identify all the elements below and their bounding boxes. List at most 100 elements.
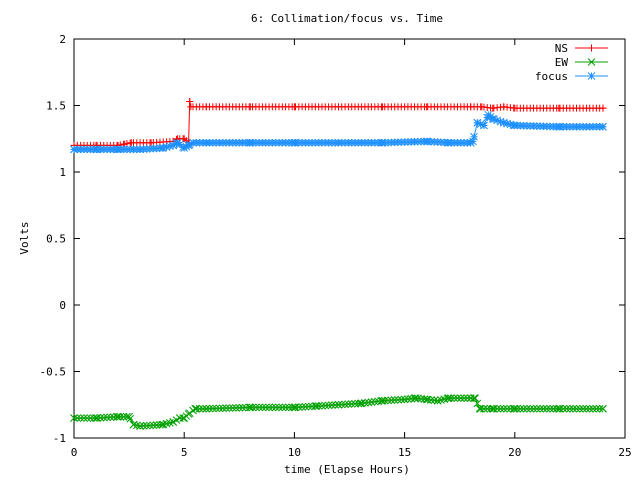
data-point <box>248 403 257 412</box>
data-point <box>569 404 578 413</box>
data-point <box>232 403 240 412</box>
data-point <box>555 404 563 413</box>
data-point <box>180 135 188 143</box>
data-point <box>215 404 224 413</box>
data-point <box>92 145 100 154</box>
data-point <box>290 138 299 147</box>
data-point <box>511 104 519 112</box>
data-point <box>301 402 310 411</box>
data-point <box>189 138 197 147</box>
series-ew <box>70 394 607 430</box>
data-point <box>328 401 336 410</box>
data-point <box>208 404 217 413</box>
legend-item-ns: NS <box>555 42 608 55</box>
data-point <box>202 103 210 111</box>
data-point <box>496 404 505 413</box>
data-point <box>147 139 155 147</box>
data-point <box>423 395 432 404</box>
data-point <box>261 403 270 412</box>
data-point <box>467 103 475 111</box>
data-point <box>202 404 211 413</box>
data-point <box>83 414 92 422</box>
data-point <box>93 414 101 422</box>
data-point <box>470 394 478 402</box>
data-point <box>354 399 363 408</box>
data-point <box>290 403 299 412</box>
data-point <box>288 403 297 412</box>
data-point <box>394 395 402 404</box>
data-point <box>290 103 298 111</box>
data-point <box>549 404 558 413</box>
data-point <box>324 401 333 410</box>
data-point <box>400 395 409 404</box>
x-tick-label: 15 <box>398 446 411 459</box>
data-point <box>199 404 207 413</box>
data-point <box>225 404 234 412</box>
data-point <box>139 421 148 430</box>
data-point <box>473 118 482 127</box>
data-point <box>119 412 128 421</box>
data-point <box>251 403 260 412</box>
data-point <box>169 418 178 426</box>
data-point <box>331 401 340 409</box>
data-point <box>142 421 151 430</box>
x-axis-label: time (Elapse Hours) <box>284 463 410 476</box>
data-point <box>536 404 544 413</box>
data-point <box>488 404 497 413</box>
data-point <box>92 414 100 422</box>
data-point <box>76 414 85 422</box>
y-axis-label: Volts <box>18 221 31 254</box>
data-point <box>158 144 167 152</box>
data-point <box>356 399 365 408</box>
data-point <box>411 394 420 402</box>
data-point <box>443 394 452 403</box>
data-point <box>529 404 538 413</box>
data-point <box>478 103 486 111</box>
data-point <box>542 404 551 413</box>
data-point <box>228 404 237 412</box>
data-point <box>235 403 244 412</box>
plot-frame <box>73 38 626 439</box>
data-point <box>500 103 508 111</box>
data-point <box>99 413 108 422</box>
data-point <box>341 400 349 409</box>
data-point <box>192 404 201 413</box>
data-point <box>510 121 519 130</box>
data-point <box>572 404 581 413</box>
data-point <box>444 394 453 402</box>
data-point <box>486 404 495 413</box>
data-point <box>589 404 597 413</box>
y-tick-label: 1.5 <box>46 100 66 113</box>
data-point <box>595 404 604 413</box>
data-point <box>255 403 263 412</box>
data-point <box>127 139 135 147</box>
data-point <box>599 404 607 413</box>
data-point <box>523 404 531 413</box>
data-point <box>334 138 343 147</box>
series-ns <box>70 98 607 149</box>
data-point <box>187 103 195 111</box>
data-point <box>146 421 154 430</box>
x-tick-label: 10 <box>288 446 301 459</box>
data-point <box>592 404 601 413</box>
data-point <box>121 140 129 148</box>
data-point <box>113 412 121 421</box>
data-point <box>519 404 528 413</box>
data-point <box>298 403 306 411</box>
data-point <box>218 404 227 413</box>
data-point <box>246 103 254 111</box>
data-point <box>526 404 535 413</box>
data-point <box>106 413 115 422</box>
data-point <box>556 404 564 413</box>
x-tick-label: 0 <box>71 446 78 459</box>
chart-title: 6: Collimation/focus vs. Time <box>251 12 443 25</box>
y-tick-label: 0 <box>59 299 66 312</box>
data-point <box>281 403 290 412</box>
data-point <box>387 396 396 405</box>
series-focus <box>70 110 607 154</box>
data-point <box>390 396 399 404</box>
data-point <box>377 397 386 405</box>
data-point <box>532 404 541 413</box>
data-point <box>80 414 88 422</box>
